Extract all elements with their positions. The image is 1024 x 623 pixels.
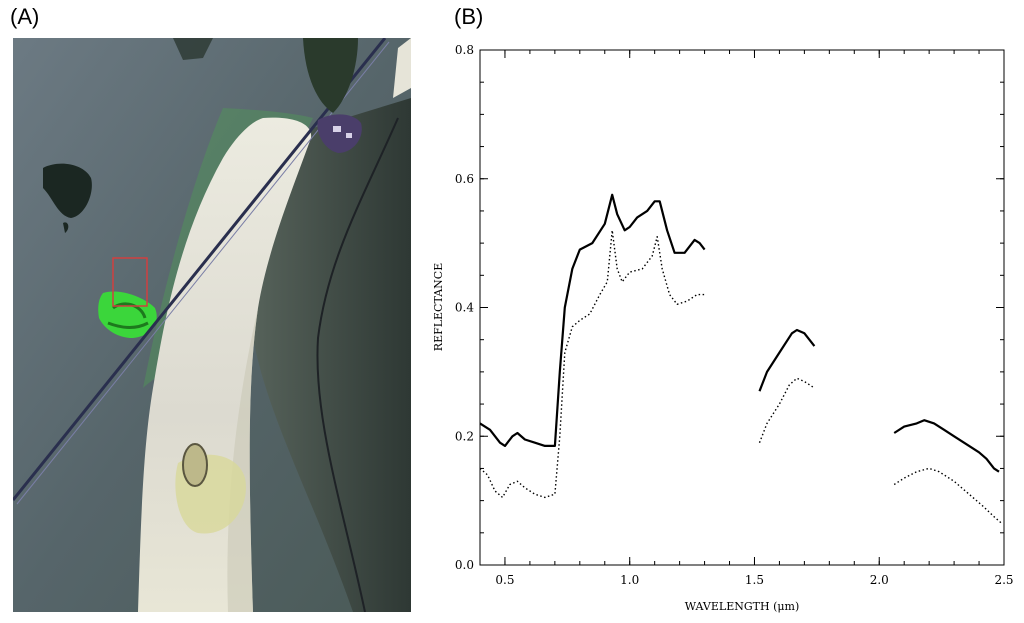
x-tick-label: 1.5: [745, 573, 764, 587]
panel-a-label: (A): [10, 4, 40, 29]
north-strip: [173, 38, 213, 60]
tree-cluster: [303, 38, 358, 113]
y-tick-label: 0.6: [455, 172, 474, 186]
x-tick-label: 0.5: [495, 573, 514, 587]
solid-series-segment-2: [893, 419, 1000, 473]
y-tick-label: 0.0: [455, 558, 474, 572]
bright-corner: [393, 38, 411, 98]
y-tick-label: 0.2: [455, 429, 474, 443]
settlement: [317, 114, 362, 153]
y-axis-ticks: 0.0 0.2 0.4 0.6 0.8: [455, 43, 1004, 572]
playa-shadow: [227, 308, 258, 612]
reflectance-chart: 0.0 0.2 0.4 0.6 0.8 0.5 1.0 1.5 2.0 2.5 WAVELENG…: [432, 43, 1014, 613]
panel-b-label: (B): [454, 4, 484, 29]
y-tick-label: 0.4: [455, 301, 474, 315]
y-axis-title: REFLECTANCE: [432, 263, 445, 351]
x-tick-label: 1.0: [620, 573, 639, 587]
dirt-road: [316, 117, 399, 612]
dotted-series-segment-2: [893, 467, 1002, 524]
dotted-series-segment-0: [479, 229, 705, 499]
x-axis-title: WAVELENGTH (μm): [685, 600, 799, 613]
series-lines: [479, 193, 1002, 566]
x-axis-ticks: 0.5 1.0 1.5 2.0 2.5: [495, 50, 1014, 587]
x-tick-label: 2.5: [994, 573, 1013, 587]
solid-series-segment-1: [758, 328, 816, 392]
dotted-series-segment-1: [758, 377, 815, 443]
dark-lake: [43, 163, 92, 218]
dark-lake-spot: [63, 222, 69, 233]
oval-feature: [182, 443, 208, 487]
y-tick-label: 0.8: [455, 43, 474, 57]
satellite-image: [13, 38, 411, 612]
x-tick-label: 2.0: [870, 573, 889, 587]
mountain-slope: [253, 98, 411, 612]
highway: [13, 38, 387, 501]
plot-frame: [479, 49, 1005, 566]
study-area-box: [112, 257, 148, 307]
solid-series-segment-0: [479, 193, 706, 447]
